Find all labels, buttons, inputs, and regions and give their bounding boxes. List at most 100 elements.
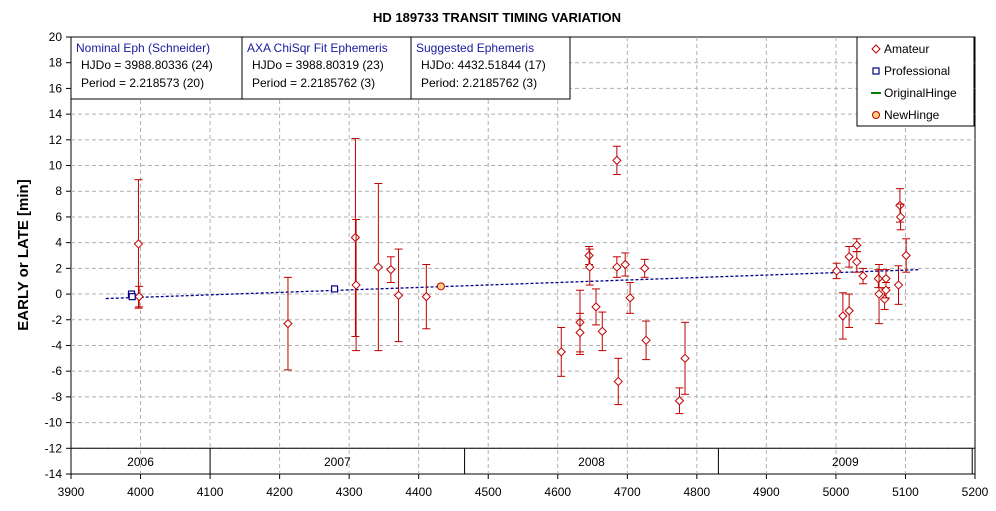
x-tick-label: 5000 xyxy=(823,485,850,499)
amateur-point xyxy=(893,280,904,290)
amateur-point xyxy=(844,252,854,262)
info-box-title: Suggested Ephemeris xyxy=(416,41,534,55)
y-tick-label: -10 xyxy=(45,416,63,430)
trend-line-layer xyxy=(105,268,920,300)
amateur-point xyxy=(591,302,601,312)
y-tick-label: 14 xyxy=(49,107,63,121)
year-label: 2008 xyxy=(578,455,605,469)
y-tick-label: 18 xyxy=(49,56,63,70)
y-tick-label: 16 xyxy=(49,81,63,95)
amateur-point xyxy=(134,291,144,302)
amateur-point xyxy=(680,353,690,364)
x-tick-label: 4800 xyxy=(683,485,710,499)
amateur-point xyxy=(393,290,404,301)
x-tick-label: 4700 xyxy=(614,485,641,499)
y-tick-label: 2 xyxy=(55,261,62,275)
amateur-point xyxy=(556,347,566,357)
legend: Amateur Professional OriginalHinge NewHinge xyxy=(856,36,975,127)
y-tick-label: -2 xyxy=(51,313,62,327)
amateur-point xyxy=(421,291,432,302)
y-tick-label: -12 xyxy=(45,441,63,455)
amateur-point xyxy=(873,273,884,284)
grid-layer xyxy=(70,36,976,475)
info-box-line: Period: 2.2185762 (3) xyxy=(421,76,537,90)
x-tick-label: 4400 xyxy=(405,485,432,499)
amateur-point xyxy=(585,262,595,272)
legend-marker-amateur xyxy=(871,44,881,54)
year-label: 2006 xyxy=(127,455,154,469)
year-label: 2009 xyxy=(832,455,859,469)
x-tick-label: 4000 xyxy=(127,485,154,499)
new-hinge-point xyxy=(436,282,445,291)
amateur-point xyxy=(386,264,396,275)
ephemeris-info-boxes: Nominal Eph (Schneider) HJDo = 3988.80336… xyxy=(70,36,571,100)
x-tick-label: 3900 xyxy=(58,485,85,499)
x-tick-label: 5200 xyxy=(962,485,989,499)
amateur-point xyxy=(612,155,622,166)
amateur-point xyxy=(881,285,891,295)
plot-area xyxy=(70,36,976,475)
y-tick-label: -6 xyxy=(51,364,62,378)
amateur-point xyxy=(858,271,868,281)
amateur-point xyxy=(895,212,906,222)
x-tick-label: 4300 xyxy=(336,485,363,499)
amateur-point xyxy=(613,376,623,387)
amateur-point xyxy=(641,335,651,346)
amateur-point xyxy=(639,263,650,274)
amateur-point xyxy=(373,262,384,272)
info-box-title: Nominal Eph (Schneider) xyxy=(76,41,210,55)
amateur-point xyxy=(844,306,854,316)
x-tick-label: 4900 xyxy=(753,485,780,499)
amateur-point xyxy=(612,262,622,272)
x-tick-label: 4600 xyxy=(544,485,571,499)
x-tick-label: 4500 xyxy=(475,485,502,499)
amateur-point xyxy=(852,257,862,267)
amateur-point xyxy=(674,396,685,406)
axis-layer: 3900 4000 4100 4200 4300 4400 4500 4600 4700 4800… xyxy=(45,30,989,499)
x-tick-label: 5100 xyxy=(892,485,919,499)
y-tick-label: 0 xyxy=(55,287,62,301)
amateur-point xyxy=(838,311,848,321)
amateur-point xyxy=(597,326,607,337)
y-tick-label: 4 xyxy=(55,236,62,250)
amateur-point xyxy=(351,280,361,290)
y-axis-label: EARLY or LATE [min] xyxy=(15,179,32,330)
year-band: 2006 2007 2008 2009 xyxy=(71,447,975,474)
amateur-point xyxy=(133,239,144,249)
x-tick-label: 4200 xyxy=(266,485,293,499)
legend-label: NewHinge xyxy=(884,108,940,122)
y-tick-label: 12 xyxy=(49,133,63,147)
y-tick-label: 20 xyxy=(49,30,63,44)
y-tick-label: 10 xyxy=(49,159,63,173)
professional-point xyxy=(330,285,339,293)
amateur-point xyxy=(831,266,842,276)
legend-marker-new-hinge xyxy=(872,111,880,119)
y-tick-label: 6 xyxy=(55,210,62,224)
info-box-line: HJDo = 3988.80336 (24) xyxy=(81,58,213,72)
amateur-point xyxy=(283,318,293,329)
info-box-frame xyxy=(70,36,571,100)
amateur-point xyxy=(350,232,361,243)
trend-line xyxy=(105,268,920,300)
chart-title: HD 189733 TRANSIT TIMING VARIATION xyxy=(373,10,621,25)
x-tick-label: 4100 xyxy=(197,485,224,499)
legend-marker-professional xyxy=(872,67,880,75)
info-box-line: HJDo = 3988.80319 (23) xyxy=(252,58,384,72)
legend-label: Amateur xyxy=(884,42,929,56)
year-label: 2007 xyxy=(324,455,351,469)
amateur-point xyxy=(575,327,585,338)
info-box-line: Period = 2.2185762 (3) xyxy=(252,76,375,90)
legend-label: Professional xyxy=(884,64,950,78)
professional-point xyxy=(128,293,136,301)
y-tick-label: -4 xyxy=(51,338,62,352)
info-box-line: Period = 2.218573 (20) xyxy=(81,76,204,90)
info-box-line: HJDo: 4432.51844 (17) xyxy=(421,58,546,72)
amateur-point xyxy=(852,240,862,250)
amateur-point xyxy=(625,293,635,303)
amateur-point xyxy=(584,250,594,261)
legend-label: OriginalHinge xyxy=(884,86,957,100)
amateur-point xyxy=(620,259,630,270)
amateur-point xyxy=(874,289,884,299)
y-tick-label: 8 xyxy=(55,184,62,198)
